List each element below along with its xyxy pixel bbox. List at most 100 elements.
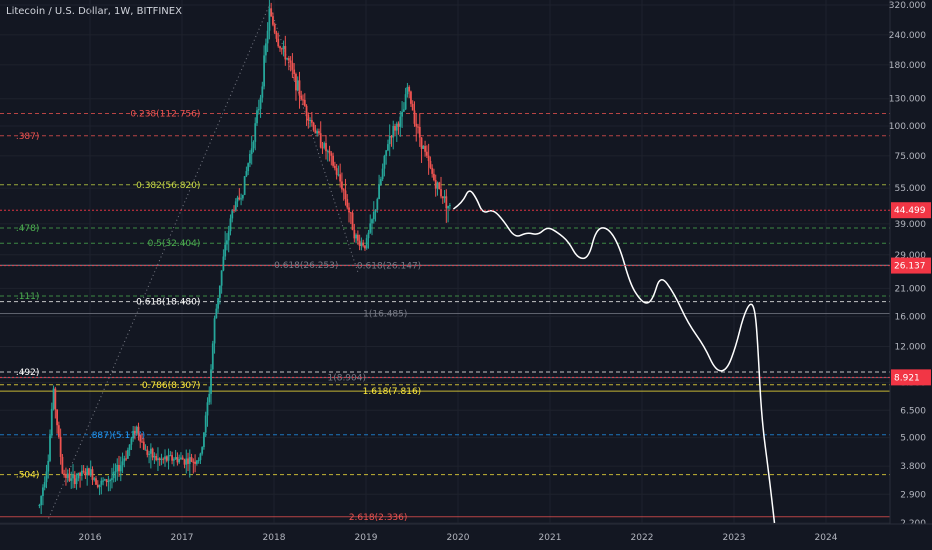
- candle-body: [105, 479, 108, 483]
- candle-body: [390, 135, 393, 138]
- y-tick-label: 240.000: [889, 31, 926, 41]
- candle-body: [447, 206, 449, 209]
- candle-body: [268, 8, 271, 31]
- candle-body: [298, 80, 301, 96]
- candle-body: [411, 103, 414, 111]
- candle-body: [128, 444, 131, 450]
- candle-body: [210, 369, 212, 394]
- candle-body: [176, 457, 179, 463]
- candle-body: [188, 457, 191, 464]
- candle-body: [337, 174, 340, 176]
- candle-body: [217, 297, 219, 309]
- candle-body: [201, 447, 204, 454]
- price-tag-label: 26.137: [894, 262, 926, 272]
- candle-body: [109, 479, 112, 482]
- fib-level-label: 1(8.904): [327, 374, 366, 384]
- candle-body: [272, 16, 274, 25]
- candle-body: [80, 470, 83, 476]
- candle-body: [434, 180, 437, 189]
- candle-body: [218, 285, 221, 298]
- candle-body: [77, 472, 80, 479]
- candle-body: [56, 409, 58, 426]
- candle-body: [43, 482, 46, 488]
- fib-level-label: .492): [16, 368, 40, 378]
- candle-body: [351, 212, 354, 231]
- y-tick-label: 29.000: [895, 251, 927, 261]
- candle-body: [93, 478, 96, 480]
- candle-body: [229, 218, 232, 232]
- candle-body: [95, 478, 97, 485]
- candle-body: [312, 122, 315, 131]
- candle-body: [429, 160, 432, 168]
- candle-body: [135, 426, 138, 434]
- price-tag-box: [891, 369, 931, 386]
- x-tick-label: 2020: [447, 533, 470, 543]
- candle-body: [199, 453, 202, 461]
- y-axis-panel: [890, 0, 932, 550]
- candle-body: [49, 435, 51, 461]
- candle-body: [310, 120, 313, 123]
- candle-body: [146, 449, 149, 455]
- candle-body: [157, 458, 159, 460]
- candle-body: [395, 123, 398, 131]
- y-tick-label: 21.000: [895, 284, 927, 294]
- candle-body: [406, 86, 409, 95]
- candle-body: [302, 99, 304, 101]
- candle-body: [125, 458, 127, 460]
- candle-body: [174, 457, 177, 460]
- candle-body: [70, 478, 73, 481]
- candle-body: [341, 181, 343, 190]
- candle-body: [234, 201, 237, 211]
- candle-body: [282, 46, 285, 50]
- candle-body: [362, 242, 365, 246]
- projection-path: [452, 190, 776, 524]
- x-axis-panel: [0, 524, 932, 550]
- candle-body: [440, 189, 442, 197]
- candle-body: [291, 62, 294, 70]
- candle-body: [227, 231, 230, 241]
- candle-body: [293, 69, 296, 75]
- candle-body: [130, 438, 133, 445]
- candle-body: [215, 308, 218, 319]
- candle-body: [102, 480, 104, 482]
- candle-body: [323, 143, 326, 148]
- candle-body: [137, 426, 140, 436]
- candle-body: [448, 205, 451, 207]
- candle-body: [418, 126, 421, 138]
- y-tick-label: 130.000: [889, 95, 926, 105]
- fib-level-label: .478): [16, 224, 40, 234]
- candle-body: [261, 86, 264, 98]
- candle-body: [236, 197, 239, 202]
- candle-body: [107, 481, 110, 483]
- candle-body: [118, 465, 120, 472]
- candle-body: [247, 163, 250, 172]
- fib-level-label: .111): [16, 292, 40, 302]
- candle-body: [126, 449, 129, 459]
- candle-body: [233, 209, 235, 211]
- candle-body: [399, 116, 402, 127]
- candle-body: [259, 97, 262, 109]
- candle-body: [342, 189, 345, 191]
- candle-body: [88, 468, 90, 476]
- candle-body: [72, 474, 74, 479]
- candle-body: [335, 168, 338, 175]
- candle-body: [91, 469, 94, 480]
- candle-body: [318, 131, 320, 134]
- candle-body: [394, 126, 396, 131]
- candle-body: [387, 144, 389, 151]
- candle-body: [148, 453, 150, 455]
- candle-body: [211, 343, 214, 370]
- candle-body: [349, 212, 352, 214]
- candle-body: [89, 469, 92, 476]
- candle-body: [220, 270, 223, 286]
- fib-level-label: 0.5(32.404): [148, 239, 201, 249]
- x-tick-label: 2016: [79, 533, 102, 543]
- candle-body: [203, 432, 205, 448]
- candle-body: [273, 24, 276, 33]
- candle-body: [378, 184, 380, 200]
- x-tick-label: 2017: [171, 533, 194, 543]
- candle-body: [119, 465, 122, 472]
- candle-body: [436, 182, 439, 189]
- x-tick-label: 2023: [723, 533, 746, 543]
